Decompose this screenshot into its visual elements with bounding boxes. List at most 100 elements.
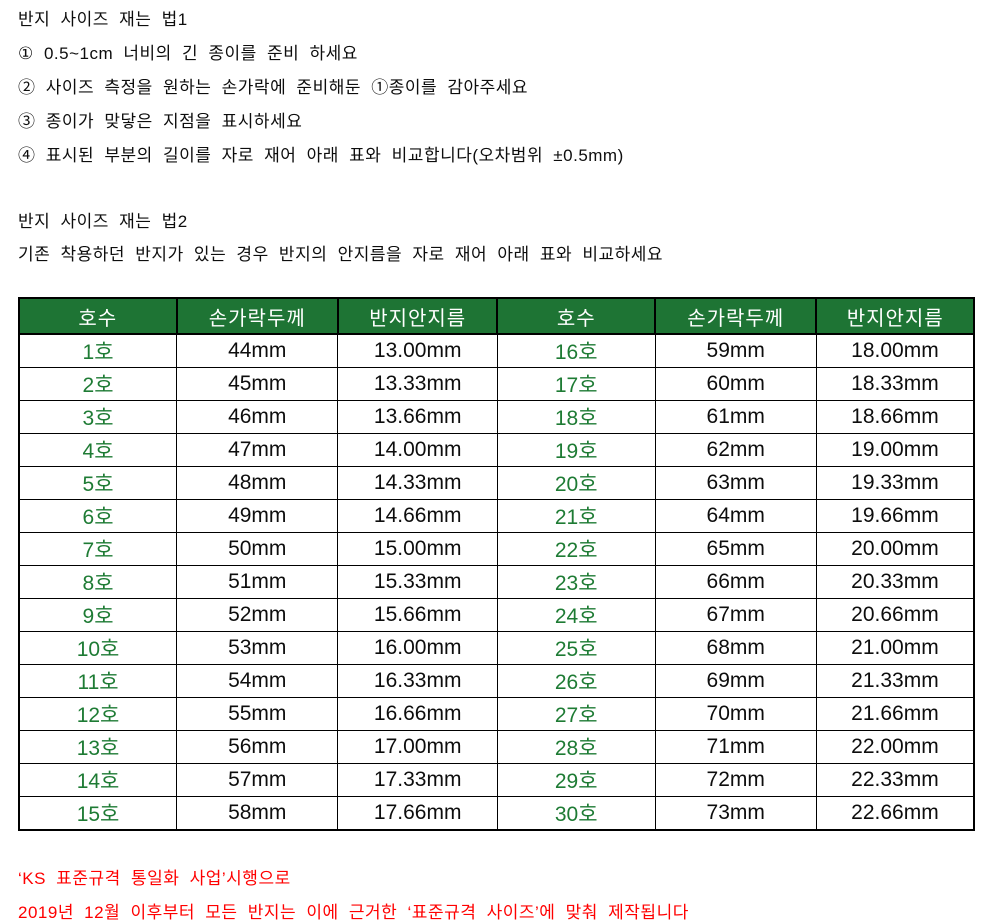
diameter-cell: 19.33mm	[815, 466, 975, 500]
thickness-cell: 66mm	[654, 565, 817, 599]
column-header: 호수	[18, 297, 178, 335]
diameter-cell: 13.33mm	[337, 367, 498, 401]
size-cell: 29호	[496, 763, 656, 797]
table-row: 15호 58mm 17.66mm 30호 73mm 22.66mm	[18, 796, 975, 831]
table-row: 10호 53mm 16.00mm 25호 68mm 21.00mm	[18, 631, 975, 665]
size-cell: 10호	[18, 631, 178, 665]
table-row: 6호 49mm 14.66mm 21호 64mm 19.66mm	[18, 499, 975, 533]
size-cell: 20호	[496, 466, 656, 500]
diameter-cell: 13.66mm	[337, 400, 498, 434]
size-cell: 23호	[496, 565, 656, 599]
diameter-cell: 20.00mm	[815, 532, 975, 566]
table-row: 14호 57mm 17.33mm 29호 72mm 22.33mm	[18, 763, 975, 797]
size-cell: 19호	[496, 433, 656, 467]
size-cell: 21호	[496, 499, 656, 533]
size-cell: 13호	[18, 730, 178, 764]
table-row: 9호 52mm 15.66mm 24호 67mm 20.66mm	[18, 598, 975, 632]
diameter-cell: 21.00mm	[815, 631, 975, 665]
size-cell: 15호	[18, 796, 178, 831]
notice-line-2: 2019년 12월 이후부터 모든 반지는 이에 근거한 ‘표준규격 사이즈’에…	[18, 903, 689, 922]
size-cell: 25호	[496, 631, 656, 665]
method1-step-1: ① 0.5~1cm 너비의 긴 종이를 준비 하세요	[18, 44, 358, 63]
thickness-cell: 45mm	[176, 367, 339, 401]
diameter-cell: 17.33mm	[337, 763, 498, 797]
thickness-cell: 72mm	[654, 763, 817, 797]
table-row: 1호 44mm 13.00mm 16호 59mm 18.00mm	[18, 333, 975, 368]
column-header: 반지안지름	[815, 297, 975, 335]
method1-step-4: ④ 표시된 부분의 길이를 자로 재어 아래 표와 비교합니다(오차범위 ±0.…	[18, 146, 624, 165]
thickness-cell: 70mm	[654, 697, 817, 731]
size-cell: 1호	[18, 333, 178, 368]
thickness-cell: 57mm	[176, 763, 339, 797]
size-cell: 5호	[18, 466, 178, 500]
diameter-cell: 16.33mm	[337, 664, 498, 698]
diameter-cell: 19.66mm	[815, 499, 975, 533]
thickness-cell: 59mm	[654, 333, 817, 368]
size-cell: 3호	[18, 400, 178, 434]
diameter-cell: 18.00mm	[815, 333, 975, 368]
diameter-cell: 16.66mm	[337, 697, 498, 731]
diameter-cell: 16.00mm	[337, 631, 498, 665]
thickness-cell: 69mm	[654, 664, 817, 698]
thickness-cell: 56mm	[176, 730, 339, 764]
thickness-cell: 51mm	[176, 565, 339, 599]
thickness-cell: 55mm	[176, 697, 339, 731]
diameter-cell: 20.66mm	[815, 598, 975, 632]
diameter-cell: 18.33mm	[815, 367, 975, 401]
method2-description: 기존 착용하던 반지가 있는 경우 반지의 안지름을 자로 재어 아래 표와 비…	[18, 245, 664, 264]
thickness-cell: 68mm	[654, 631, 817, 665]
diameter-cell: 22.00mm	[815, 730, 975, 764]
table-row: 5호 48mm 14.33mm 20호 63mm 19.33mm	[18, 466, 975, 500]
diameter-cell: 18.66mm	[815, 400, 975, 434]
method1-step-3: ③ 종이가 맞닿은 지점을 표시하세요	[18, 112, 303, 131]
thickness-cell: 48mm	[176, 466, 339, 500]
table-header-row: 호수 손가락두께 반지안지름 호수 손가락두께 반지안지름	[18, 297, 975, 335]
diameter-cell: 22.66mm	[815, 796, 975, 831]
thickness-cell: 53mm	[176, 631, 339, 665]
thickness-cell: 62mm	[654, 433, 817, 467]
diameter-cell: 15.00mm	[337, 532, 498, 566]
thickness-cell: 50mm	[176, 532, 339, 566]
column-header: 반지안지름	[336, 297, 499, 335]
table-row: 2호 45mm 13.33mm 17호 60mm 18.33mm	[18, 367, 975, 401]
table-row: 4호 47mm 14.00mm 19호 62mm 19.00mm	[18, 433, 975, 467]
thickness-cell: 63mm	[654, 466, 817, 500]
size-cell: 17호	[496, 367, 656, 401]
table-row: 13호 56mm 17.00mm 28호 71mm 22.00mm	[18, 730, 975, 764]
thickness-cell: 71mm	[654, 730, 817, 764]
size-cell: 14호	[18, 763, 178, 797]
thickness-cell: 73mm	[654, 796, 817, 831]
size-cell: 16호	[496, 333, 656, 368]
diameter-cell: 17.00mm	[337, 730, 498, 764]
diameter-cell: 14.33mm	[337, 466, 498, 500]
table-body: 1호 44mm 13.00mm 16호 59mm 18.00mm 2호 45mm 13.33mm…	[18, 333, 975, 831]
diameter-cell: 15.33mm	[337, 565, 498, 599]
thickness-cell: 54mm	[176, 664, 339, 698]
thickness-cell: 67mm	[654, 598, 817, 632]
thickness-cell: 49mm	[176, 499, 339, 533]
size-cell: 27호	[496, 697, 656, 731]
thickness-cell: 52mm	[176, 598, 339, 632]
size-cell: 18호	[496, 400, 656, 434]
diameter-cell: 20.33mm	[815, 565, 975, 599]
table-row: 7호 50mm 15.00mm 22호 65mm 20.00mm	[18, 532, 975, 566]
diameter-cell: 14.66mm	[337, 499, 498, 533]
diameter-cell: 21.66mm	[815, 697, 975, 731]
diameter-cell: 14.00mm	[337, 433, 498, 467]
thickness-cell: 44mm	[176, 333, 339, 368]
size-cell: 24호	[496, 598, 656, 632]
method1-steps: ① 0.5~1cm 너비의 긴 종이를 준비 하세요 ② 사이즈 측정을 원하는 …	[18, 44, 980, 166]
diameter-cell: 17.66mm	[337, 796, 498, 831]
size-cell: 22호	[496, 532, 656, 566]
thickness-cell: 60mm	[654, 367, 817, 401]
size-cell: 4호	[18, 433, 178, 467]
method1-step-2: ② 사이즈 측정을 원하는 손가락에 준비해둔 ①종이를 감아주세요	[18, 78, 529, 97]
column-header: 손가락두께	[653, 297, 818, 335]
column-header: 손가락두께	[175, 297, 339, 335]
diameter-cell: 19.00mm	[815, 433, 975, 467]
method2-title: 반지 사이즈 재는 법2	[18, 212, 188, 231]
size-cell: 6호	[18, 499, 178, 533]
size-cell: 12호	[18, 697, 178, 731]
thickness-cell: 61mm	[654, 400, 817, 434]
